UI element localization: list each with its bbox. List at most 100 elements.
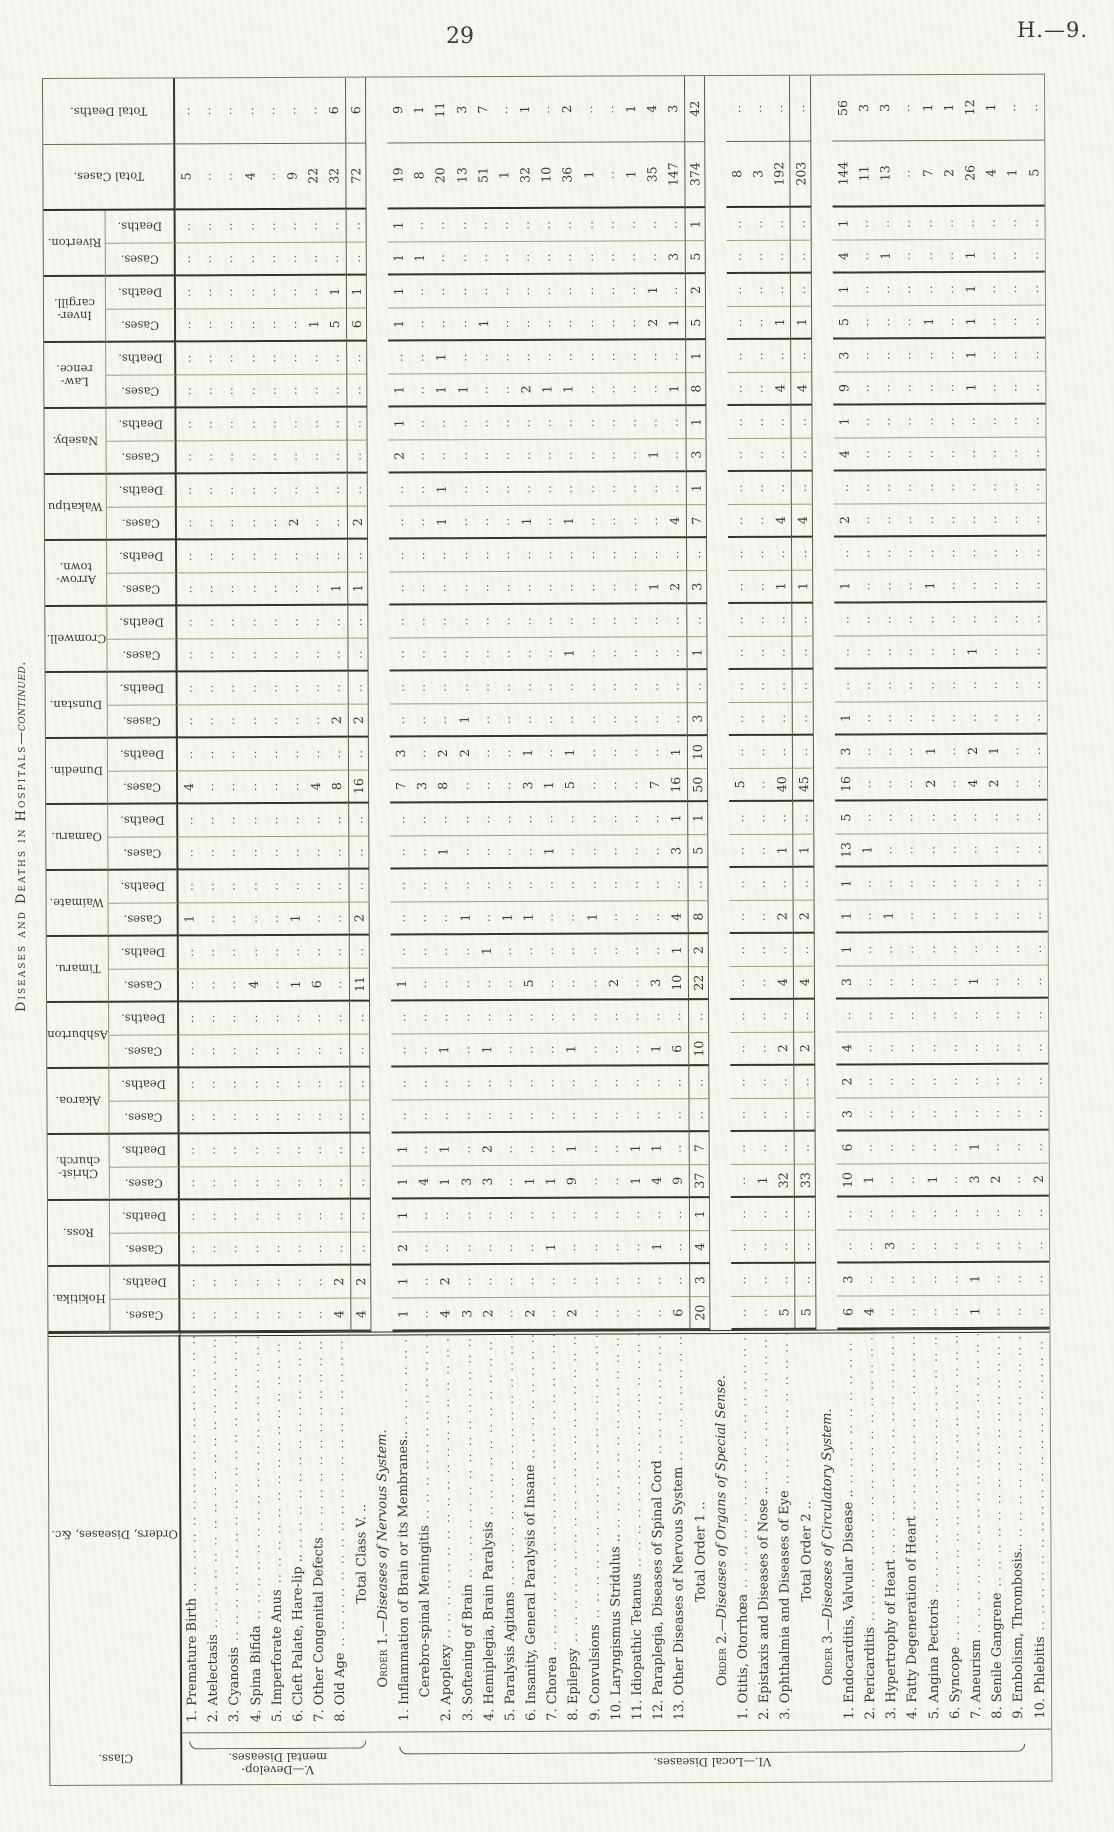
cell-cases: .. [219, 639, 242, 673]
cell-cases: 2 [642, 307, 664, 341]
cell-cases: .. [603, 1165, 625, 1199]
cell-deaths: 6 [836, 1131, 858, 1165]
cell-deaths: .. [472, 341, 495, 375]
cell-cases: 2 [346, 506, 368, 540]
disease-row-label: 11. Idiopathic Tetanus [625, 1330, 649, 1731]
cell-cases: .. [285, 1100, 307, 1134]
cell-deaths: .. [961, 668, 983, 702]
rotated-label: Akaroa. [55, 1094, 101, 1109]
cell-deaths: .. [282, 341, 304, 375]
cell-cases: 1 [769, 306, 791, 340]
cell-cases: 5 [832, 306, 855, 340]
cell-cases: .. [282, 374, 304, 408]
cell-deaths: .. [557, 274, 579, 308]
cell-deaths: .. [433, 1067, 455, 1101]
cell-deaths: .. [918, 603, 941, 637]
cell-deaths: .. [263, 935, 285, 970]
cell-deaths: .. [942, 1130, 964, 1165]
cell-deaths: .. [938, 272, 960, 307]
cell-deaths: .. [539, 1000, 561, 1034]
disease-row-label: 7. Other Congenital Defects [307, 1331, 331, 1732]
cell-cases: .. [559, 901, 582, 935]
disease-row-label: Total Class V. .. [349, 1331, 373, 1732]
cell-cases: .. [982, 569, 1004, 603]
cell-cases: .. [261, 506, 283, 541]
deaths-subheader: Deaths. [109, 1068, 180, 1102]
cell-deaths: 1 [832, 207, 854, 241]
cell-cases: .. [834, 636, 856, 670]
cell-cases: .. [982, 635, 1004, 669]
cell-cases: .. [579, 439, 601, 473]
cell-cases: .. [982, 701, 1005, 735]
cell-deaths: .. [262, 803, 285, 838]
cell-deaths: .. [518, 1066, 540, 1100]
cell-cases: 3 [455, 1166, 477, 1200]
cell-cases: .. [326, 836, 348, 870]
cell-deaths: .. [856, 801, 878, 835]
cell-cases: .. [493, 241, 515, 276]
cell-deaths: .. [177, 540, 199, 574]
cell-cases: .. [177, 639, 199, 673]
cell-deaths: .. [197, 474, 220, 508]
cell-deaths: 2 [684, 274, 706, 308]
cell-deaths: 1 [645, 1132, 668, 1166]
cell-deaths: 1 [835, 933, 857, 967]
cell-cases: .. [537, 571, 559, 605]
cell-deaths: .. [982, 602, 1004, 636]
cell-cases: .. [348, 1100, 371, 1134]
rotated-label: Cases. [122, 648, 161, 663]
cell-cases: 11 [348, 968, 370, 1002]
cell-total-cases: 8 [726, 141, 748, 209]
cell-deaths: .. [434, 1199, 456, 1233]
cell-deaths: .. [262, 671, 284, 706]
cell-deaths: .. [941, 866, 963, 901]
cell-total-cases: 9 [281, 143, 303, 210]
cell-cases: .. [263, 1034, 286, 1069]
cell-total-cases: 19 [387, 143, 409, 210]
cell-deaths: .. [1024, 602, 1047, 636]
cell-deaths: .. [475, 869, 497, 903]
cell-cases: .. [579, 505, 601, 539]
cell-cases: .. [897, 504, 919, 538]
cell-deaths: 2 [836, 1065, 858, 1099]
cell-deaths: .. [493, 274, 515, 309]
cell-deaths: .. [898, 867, 921, 901]
cell-deaths: .. [390, 869, 412, 903]
cell-cases: .. [241, 705, 263, 739]
cell-cases: .. [454, 1034, 476, 1068]
cell-deaths: .. [410, 605, 432, 639]
cell-cases: .. [430, 308, 452, 342]
cell-cases: 1 [792, 834, 815, 868]
cell-cases: .. [899, 1098, 922, 1132]
cell-deaths: .. [451, 407, 474, 441]
cell-cases: 2 [391, 1232, 414, 1266]
cell-cases: .. [1004, 767, 1026, 801]
cell-total-cases: 203 [789, 141, 812, 208]
cell-deaths: 1 [665, 802, 687, 836]
cell-deaths: .. [646, 1198, 668, 1232]
cell-deaths: 1 [391, 1133, 413, 1167]
cell-deaths: .. [348, 935, 370, 969]
cell-cases: .. [201, 1299, 223, 1333]
cell-deaths: .. [623, 1000, 646, 1034]
cell-cases: 10 [666, 967, 688, 1001]
cell-cases: 1 [517, 901, 539, 935]
cell-deaths: .. [454, 1001, 476, 1035]
cell-cases: 1 [857, 1164, 880, 1198]
cell-cases: .. [1025, 767, 1047, 801]
cell-cases: .. [307, 1232, 329, 1266]
cell-deaths: .. [876, 537, 898, 571]
cell-deaths: .. [959, 206, 981, 240]
cell-deaths: .. [581, 934, 603, 968]
cell-cases: .. [411, 836, 433, 870]
order-number: Order 2. [714, 1631, 730, 1687]
dot-leaders [545, 1335, 559, 1651]
cell-deaths: .. [261, 407, 283, 442]
cell-cases: .. [561, 1231, 583, 1265]
cell-cases: .. [727, 438, 749, 473]
rotated-label: Riverton. [47, 236, 102, 251]
cell-cases: 6 [667, 1297, 689, 1331]
cell-cases: .. [856, 966, 879, 1000]
cell-cases: .. [580, 769, 602, 803]
cell-total-deaths: 11 [429, 77, 451, 144]
